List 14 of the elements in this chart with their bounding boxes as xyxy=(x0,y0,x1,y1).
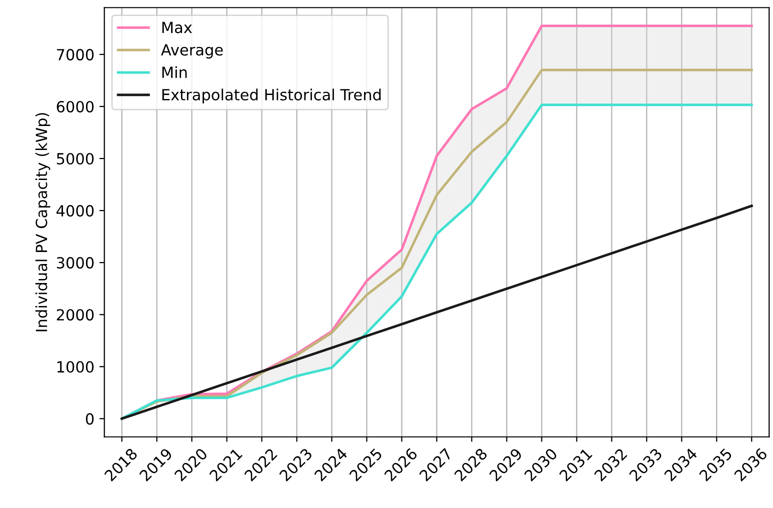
legend-label: Average xyxy=(161,44,223,59)
y-tick-label: 2000 xyxy=(56,309,94,321)
line-series xyxy=(120,204,753,420)
y-tick-label: 3000 xyxy=(56,257,94,269)
y-tick-label: 5000 xyxy=(56,152,94,165)
y-tick-label: 1000 xyxy=(57,361,94,373)
y-tick-label: 7000 xyxy=(57,48,94,60)
legend-label: Max xyxy=(162,22,192,34)
y-tick-label: 4000 xyxy=(56,205,94,217)
y-axis-title: Individual PV Capacity (kWp) xyxy=(35,113,50,332)
legend-label: Min xyxy=(162,66,187,78)
y-tick-label: 6000 xyxy=(56,100,94,112)
y-tick-label: 0 xyxy=(86,413,94,425)
legend-label: Extrapolated Historical Trend xyxy=(162,88,381,104)
